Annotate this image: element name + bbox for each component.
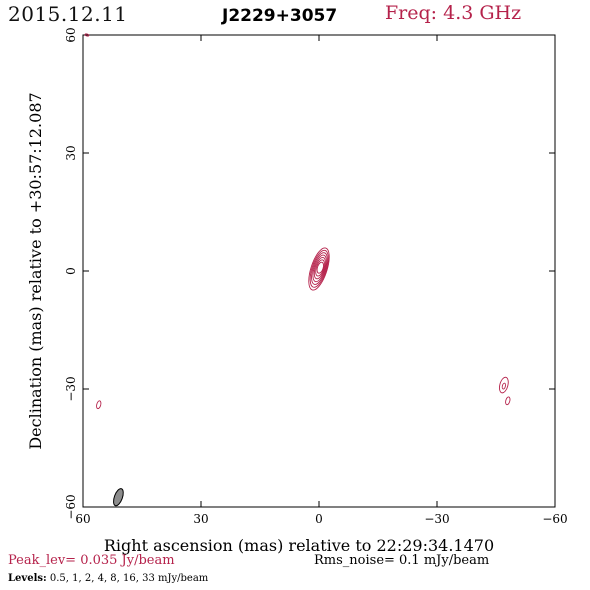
y-tick-label: −60 bbox=[64, 494, 78, 519]
x-axis-label: Right ascension (mas) relative to 22:29:… bbox=[104, 536, 494, 555]
feature-contour-inner bbox=[501, 382, 506, 390]
levels-values: 0.5, 1, 2, 4, 8, 16, 33 mJy/beam bbox=[49, 573, 209, 584]
core-contour bbox=[311, 252, 328, 285]
core-contour bbox=[313, 257, 326, 280]
observation-date: 2015.12.11 bbox=[8, 2, 128, 26]
contour-layer bbox=[84, 33, 511, 507]
beam-ellipse bbox=[113, 488, 124, 507]
y-tick-label: 60 bbox=[64, 27, 78, 42]
core-contour bbox=[315, 259, 325, 277]
x-tick-label: 60 bbox=[75, 512, 90, 526]
y-tick-label: −30 bbox=[64, 376, 78, 401]
feature-contour bbox=[499, 376, 509, 394]
peak-level: Peak_lev= 0.035 Jy/beam bbox=[8, 553, 175, 568]
y-tick-label: 0 bbox=[64, 267, 78, 275]
rms-noise: Rms_noise= 0.1 mJy/beam bbox=[314, 553, 490, 568]
x-tick-label: −60 bbox=[542, 512, 567, 526]
feature-contour bbox=[96, 400, 102, 410]
plot-frame bbox=[82, 34, 556, 508]
axis-ticks: 60 30 0 −30 −60 −60 −30 0 30 60 bbox=[64, 27, 568, 526]
source-name: J2229+3057 bbox=[222, 6, 338, 26]
x-tick-label: −30 bbox=[424, 512, 449, 526]
contour-levels: Levels: 0.5, 1, 2, 4, 8, 16, 33 mJy/beam bbox=[8, 573, 208, 584]
core-contour bbox=[308, 247, 330, 291]
frequency-label: Freq: 4.3 GHz bbox=[385, 2, 522, 24]
levels-label: Levels: bbox=[8, 573, 47, 584]
core-contour bbox=[316, 261, 324, 274]
core-contour bbox=[312, 254, 327, 283]
core-contour bbox=[309, 249, 329, 288]
y-axis-label: Declination (mas) relative to +30:57:12.… bbox=[26, 92, 45, 449]
feature-contour bbox=[84, 33, 90, 37]
feature-contour bbox=[505, 396, 511, 406]
y-tick-label: 30 bbox=[64, 145, 78, 160]
x-tick-label: 0 bbox=[315, 512, 323, 526]
x-tick-label: 30 bbox=[193, 512, 208, 526]
